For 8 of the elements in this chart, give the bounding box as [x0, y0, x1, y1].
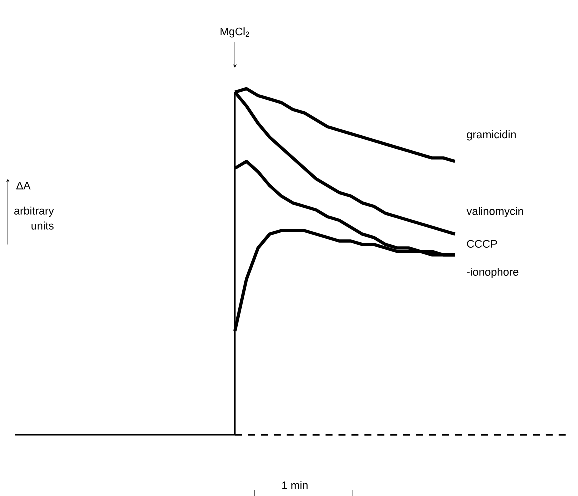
text: MgCl$_{2}$	[220, 28, 250, 38]
text: gramicidin	[467, 130, 516, 141]
text: 1 min	[282, 481, 308, 490]
series-label: -ionophore	[467, 268, 519, 278]
series-label: CCCP	[467, 240, 498, 248]
annotation: arbitrary units	[14, 206, 54, 230]
series-label: valinomycin	[466, 207, 524, 218]
y-axis-title: ΔA	[16, 182, 31, 190]
